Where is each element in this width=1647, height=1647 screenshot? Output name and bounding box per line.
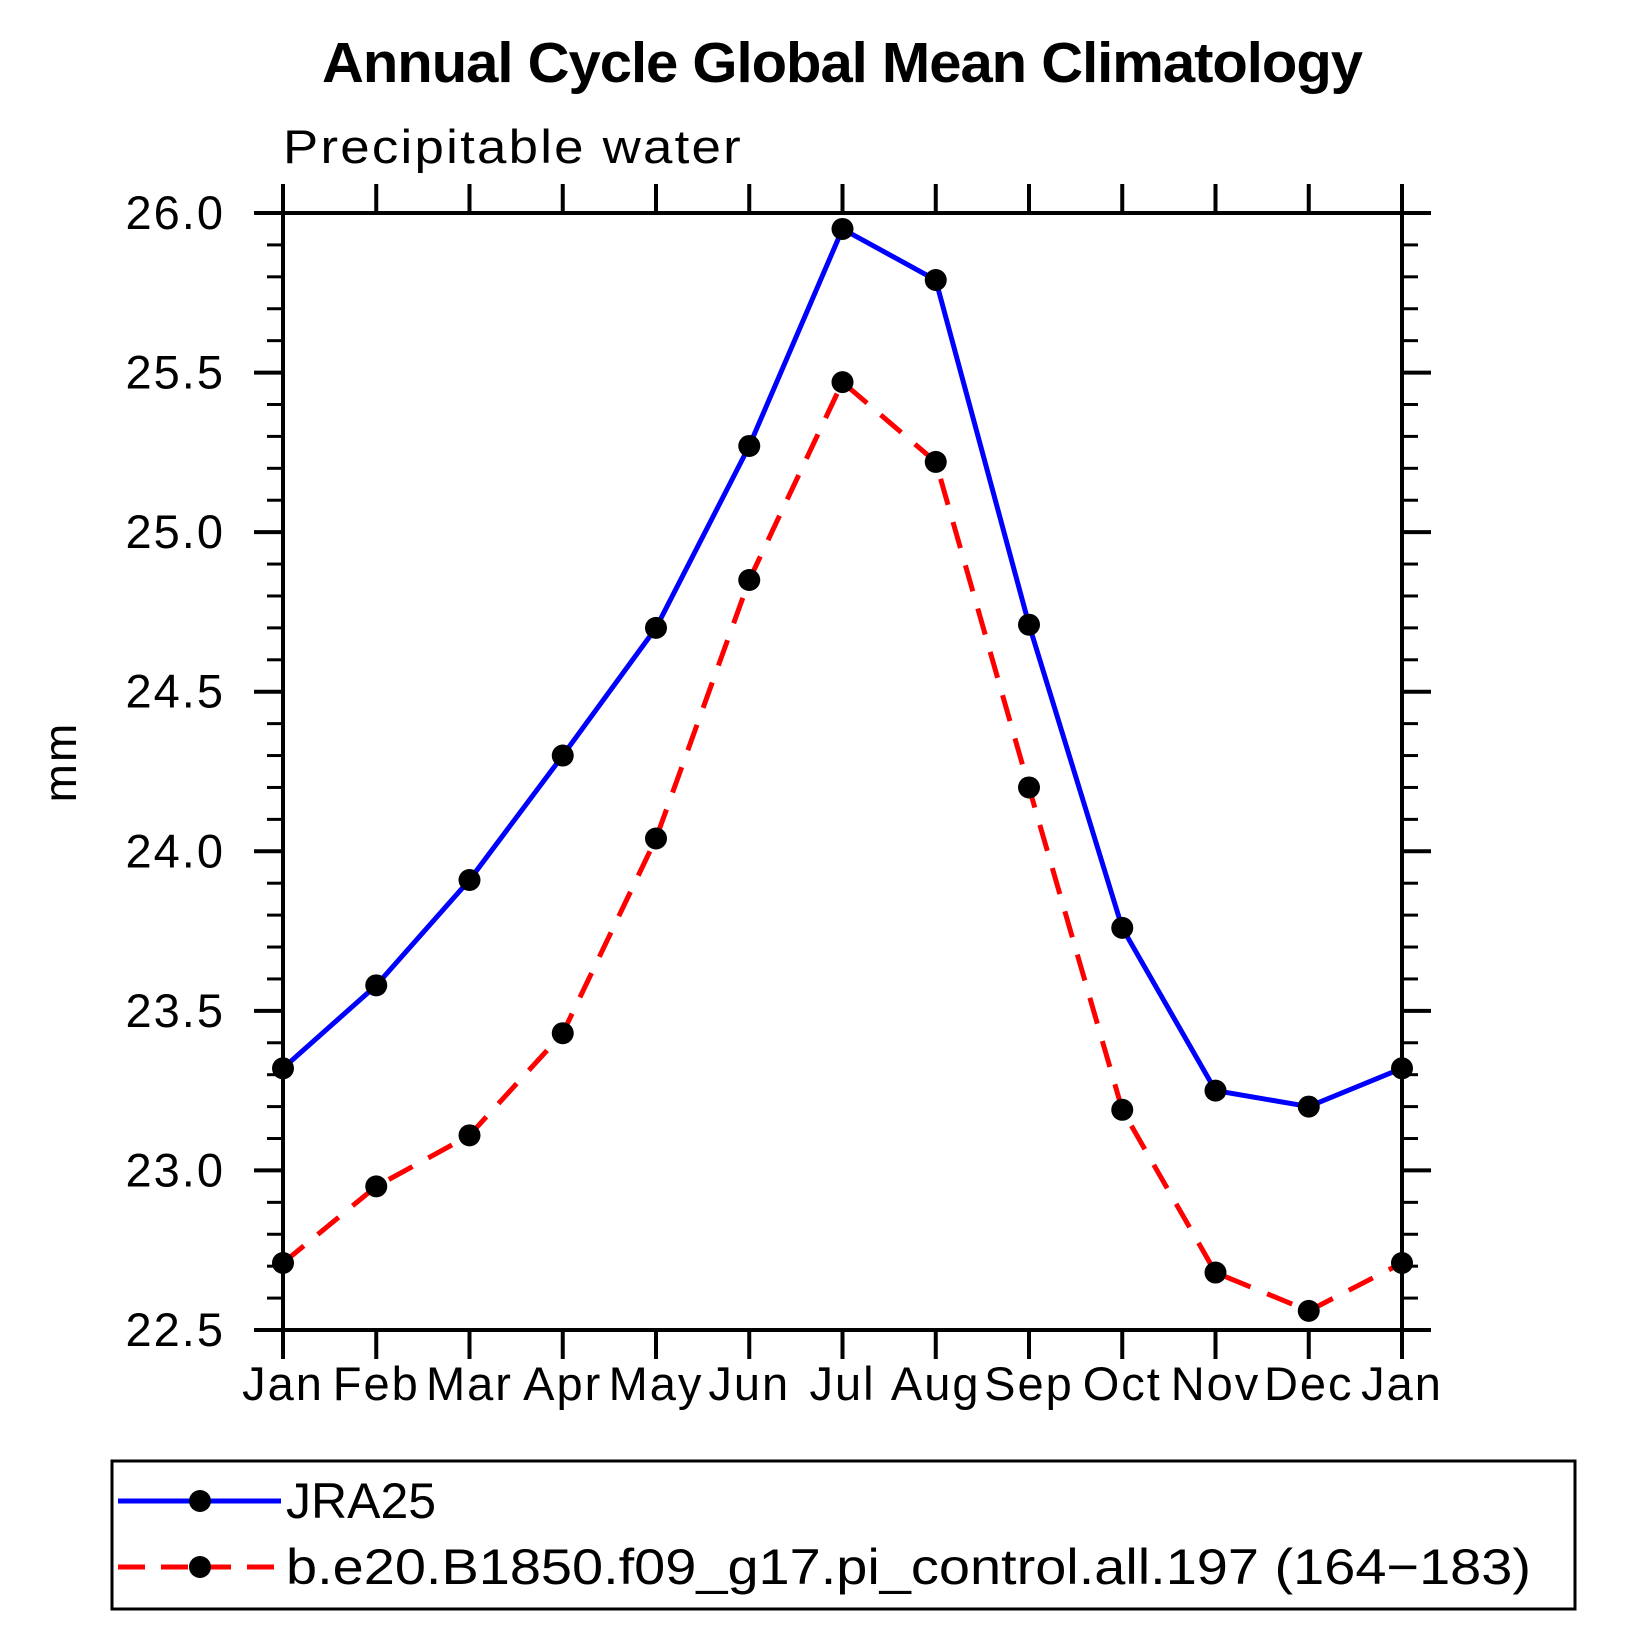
series-1-marker xyxy=(1111,1098,1134,1121)
legend: JRA25 b.e20.B1850.f09_g17.pi_control.all… xyxy=(110,1459,1577,1611)
x-tick-label: Nov xyxy=(1171,1357,1261,1410)
series-0-marker xyxy=(1391,1057,1413,1080)
x-tick-label: Apr xyxy=(523,1357,602,1410)
series-0-marker xyxy=(645,616,667,639)
series-0-marker xyxy=(924,269,947,292)
series-1-marker xyxy=(924,450,947,473)
chart-title: Annual Cycle Global Mean Climatology xyxy=(322,31,1363,95)
x-tick-label: Mar xyxy=(426,1357,513,1410)
series-1-marker xyxy=(458,1124,481,1147)
x-tick-label: Jul xyxy=(809,1357,875,1410)
x-tick-label: Sep xyxy=(984,1357,1074,1410)
series-0-marker xyxy=(1297,1095,1320,1118)
x-tick-label: Dec xyxy=(1264,1357,1354,1410)
x-tick-label: Jan xyxy=(242,1357,324,1410)
legend-box xyxy=(110,1459,1577,1611)
series-1-marker xyxy=(365,1175,388,1198)
y-tick-label: 23.0 xyxy=(126,1143,225,1196)
y-tick-label: 25.5 xyxy=(126,346,225,399)
x-tick-label: Oct xyxy=(1083,1357,1162,1410)
series-0-marker xyxy=(1018,613,1040,636)
series-1-marker xyxy=(1391,1251,1413,1274)
chart-subtitle: Precipitable water xyxy=(283,120,743,173)
legend-marker-model xyxy=(189,1556,211,1578)
series-1-marker xyxy=(738,569,761,592)
series-0-marker xyxy=(1204,1079,1227,1102)
y-tick-label: 24.5 xyxy=(126,665,225,718)
series-0-marker xyxy=(738,434,761,457)
series-0-marker xyxy=(365,974,388,997)
y-tick-label: 23.5 xyxy=(126,984,225,1037)
series-0-marker xyxy=(1111,916,1134,939)
y-tick-label: 25.0 xyxy=(126,505,225,558)
series-0-marker xyxy=(272,1057,294,1080)
series-line-1 xyxy=(281,378,1404,1314)
y-tick-label: 26.0 xyxy=(126,186,225,239)
series-0-marker xyxy=(831,217,854,240)
x-tick-label: Jun xyxy=(708,1357,790,1410)
series-1-marker xyxy=(272,1251,294,1274)
series-0-marker xyxy=(551,744,574,767)
y-tick-label: 24.0 xyxy=(126,824,225,877)
legend-marker-jra25 xyxy=(189,1490,211,1512)
y-tick-label: 22.5 xyxy=(126,1303,225,1356)
legend-label-jra25: JRA25 xyxy=(286,1473,436,1529)
series-1-marker xyxy=(1204,1261,1227,1284)
series-0-marker xyxy=(458,869,481,892)
x-tick-label: Aug xyxy=(891,1357,981,1410)
x-tick-label: Feb xyxy=(333,1357,420,1410)
y-axis-label: mm xyxy=(34,722,86,803)
series-1-marker xyxy=(1018,776,1040,799)
series-1-marker xyxy=(551,1022,574,1045)
series-line-0 xyxy=(281,225,1403,1110)
series-1-marker xyxy=(645,827,667,850)
legend-label-model: b.e20.B1850.f09_g17.pi_control.all.197 (… xyxy=(286,1539,1531,1595)
x-tick-label: Jan xyxy=(1361,1357,1443,1410)
x-tick-label: May xyxy=(609,1357,704,1410)
series-1-marker xyxy=(831,371,854,394)
series-1-marker xyxy=(1297,1299,1320,1322)
